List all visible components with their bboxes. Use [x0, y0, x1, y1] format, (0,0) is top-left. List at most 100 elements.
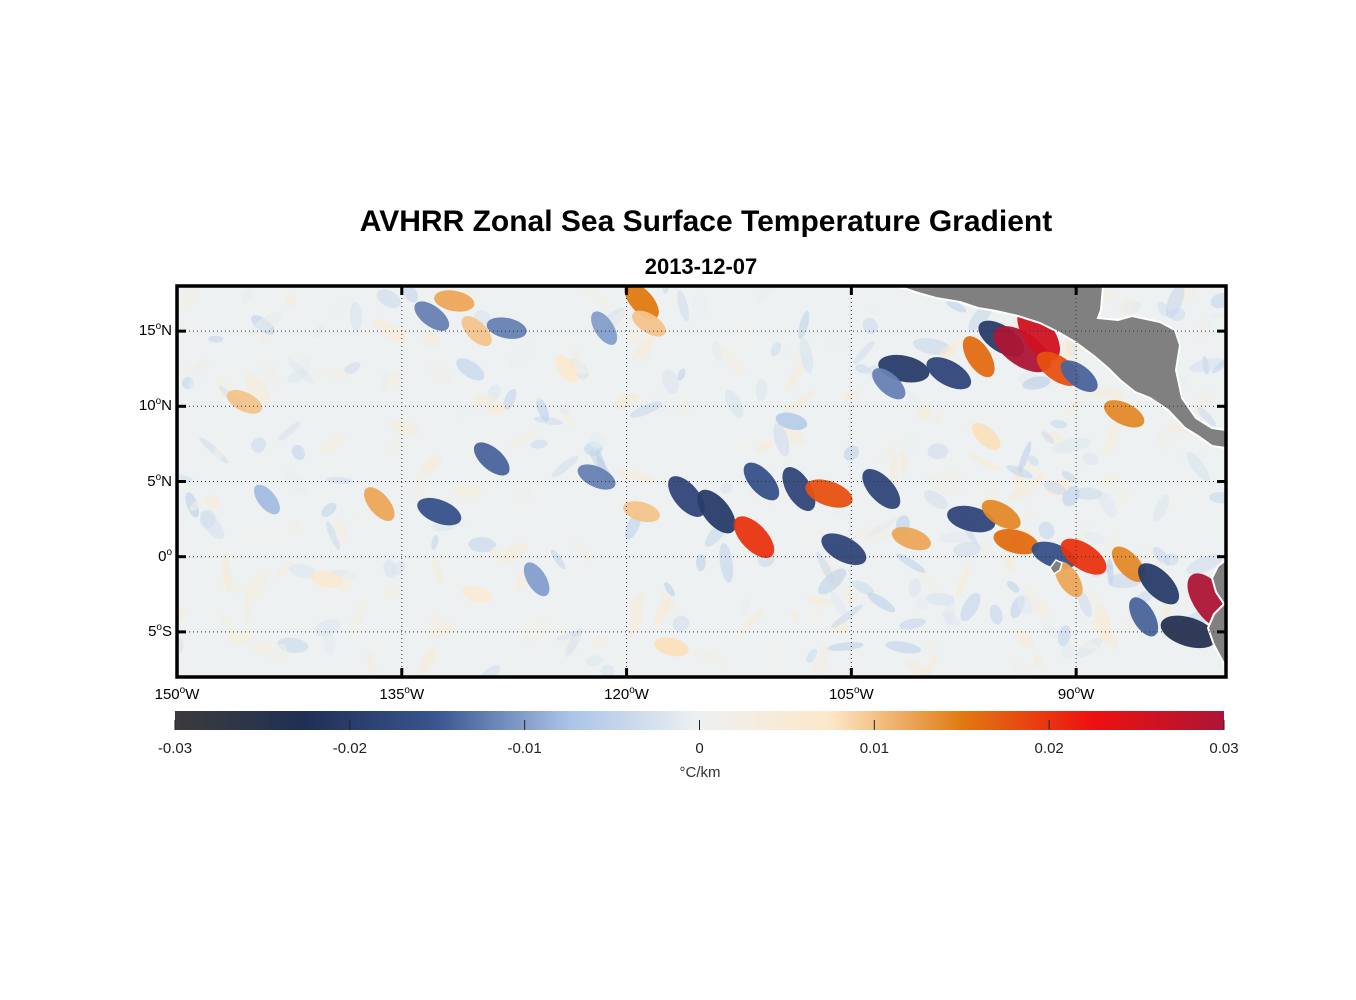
cool-gradient-patch: [697, 489, 736, 534]
texture-blob: [380, 368, 389, 393]
texture-blob: [1101, 473, 1119, 488]
texture-blob: [989, 604, 1003, 625]
axis-ticks: [175, 286, 1226, 677]
texture-blob: [540, 559, 554, 576]
texture-blob: [1208, 492, 1226, 504]
warm-gradient-patch: [971, 422, 1001, 450]
texture-blob: [431, 534, 439, 550]
warm-gradient-patch: [632, 310, 666, 337]
texture-blob: [522, 619, 551, 643]
texture-blob: [468, 537, 497, 553]
texture-blob: [559, 403, 570, 416]
texture-blob: [811, 644, 830, 677]
chart-subtitle: 2013-12-07: [644, 254, 758, 279]
texture-blob: [1017, 594, 1033, 615]
texture-blob: [386, 371, 402, 387]
texture-blob: [1197, 407, 1217, 427]
texture-blob: [283, 469, 308, 495]
texture-blob: [189, 497, 206, 511]
texture-blob: [627, 329, 642, 344]
texture-blob: [221, 553, 232, 593]
lat-tick-label: 0o: [158, 546, 172, 565]
texture-blob: [719, 543, 734, 583]
texture-blob: [925, 592, 955, 606]
galapagos-island: [1049, 559, 1063, 576]
cool-gradient-patch: [577, 464, 616, 490]
texture-blob: [1023, 588, 1051, 620]
texture-blob: [291, 444, 305, 461]
texture-blob: [773, 423, 790, 457]
chart-title: AVHRR Zonal Sea Surface Temperature Grad…: [359, 205, 1053, 238]
texture-blob: [288, 563, 318, 579]
texture-blob: [916, 404, 932, 421]
texture-blob: [220, 614, 236, 638]
cool-gradient-patch: [591, 311, 618, 345]
texture-blob: [1155, 432, 1170, 451]
texture-blob: [422, 455, 443, 474]
colorbar-tick-label: 0.03: [1209, 740, 1239, 757]
texture-blob: [422, 331, 441, 348]
texture-blob: [518, 484, 534, 504]
texture-blob: [956, 564, 970, 599]
texture-blob: [755, 441, 773, 452]
texture-blob: [826, 337, 855, 348]
texture-blob: [908, 578, 921, 598]
warm-gradient-patch: [654, 637, 689, 657]
texture-blob: [333, 517, 347, 545]
texture-blob: [571, 539, 593, 563]
texture-blob: [367, 651, 378, 677]
south-america-land: [1206, 558, 1226, 669]
texture-blob: [246, 527, 285, 544]
colorbar-tick-label: -0.02: [332, 740, 367, 757]
texture-blob: [332, 640, 342, 656]
warm-gradient-patch: [1060, 538, 1107, 575]
texture-blob: [1052, 437, 1091, 454]
colorbar-unit: °C/km: [679, 764, 721, 781]
texture-blob: [1115, 484, 1130, 508]
texture-blob: [251, 437, 267, 453]
texture-blob: [672, 615, 690, 632]
texture-blob: [862, 317, 878, 335]
texture-blob: [1007, 580, 1020, 593]
texture-blob: [739, 437, 762, 451]
cool-gradient-patch: [775, 412, 808, 431]
texture-blob: [1186, 451, 1210, 482]
texture-blob: [677, 290, 689, 322]
texture-blob: [899, 618, 926, 630]
texture-blob: [855, 364, 871, 374]
warm-gradient-patch: [364, 487, 395, 522]
texture-blob: [261, 360, 280, 389]
texture-blob: [215, 581, 248, 593]
colorbar-tick-label: -0.01: [507, 740, 542, 757]
warm-gradient-patch: [981, 499, 1021, 530]
texture-blob: [755, 378, 768, 402]
texture-blob: [677, 368, 686, 381]
cool-gradient-patch: [821, 533, 867, 566]
texture-blob: [1073, 487, 1103, 500]
texture-blob: [939, 531, 974, 544]
texture-blob: [912, 338, 952, 355]
texture-blob: [811, 325, 843, 341]
texture-blob: [179, 360, 213, 375]
cool-gradient-patch: [1060, 360, 1098, 393]
cool-gradient-patch: [414, 301, 450, 331]
texture-blob: [418, 647, 437, 677]
warm-gradient-patch: [434, 290, 475, 312]
texture-blob: [1006, 465, 1033, 479]
texture-blob: [1061, 471, 1077, 482]
texture-blob: [503, 388, 517, 410]
texture-blob: [1104, 422, 1121, 456]
texture-blob: [941, 610, 961, 627]
warm-gradient-patch: [733, 516, 775, 559]
texture-blob: [248, 312, 282, 336]
texture-blob: [278, 421, 301, 442]
texture-blob: [783, 390, 818, 413]
texture-blob: [1012, 662, 1038, 677]
texture-blob: [732, 570, 751, 589]
texture-blob: [740, 597, 751, 615]
texture-blob: [1211, 356, 1226, 374]
texture-blob: [946, 300, 967, 313]
texture-blob: [208, 335, 224, 343]
texture-blob: [550, 549, 566, 570]
cool-gradient-patch: [668, 476, 705, 517]
